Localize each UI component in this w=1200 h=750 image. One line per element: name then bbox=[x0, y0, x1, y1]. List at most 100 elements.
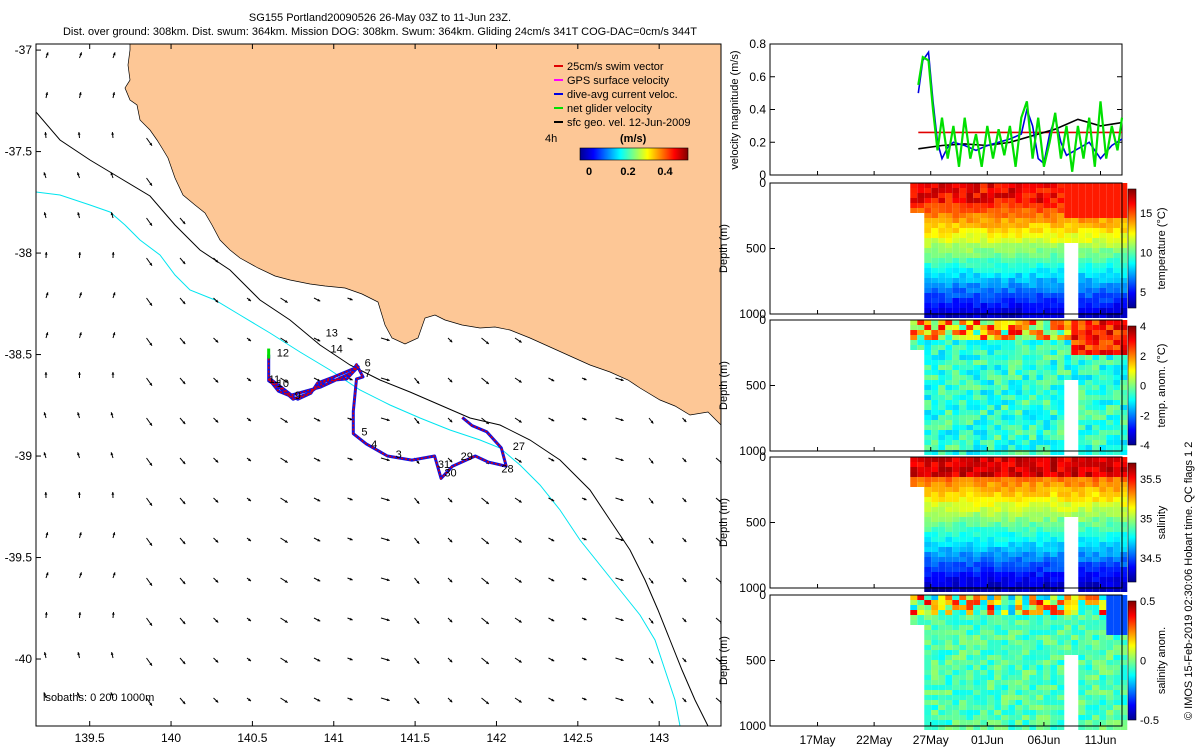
section-cell bbox=[973, 370, 981, 375]
section-cell bbox=[1029, 595, 1037, 600]
section-cell bbox=[966, 670, 974, 675]
velocity-arrow-head bbox=[583, 457, 587, 461]
section-cell bbox=[1001, 690, 1009, 695]
section-cell bbox=[1057, 390, 1065, 395]
section-cell bbox=[1043, 725, 1051, 730]
section-cell bbox=[1050, 350, 1058, 355]
velocity-arrow-head bbox=[317, 698, 321, 702]
section-cell bbox=[924, 557, 932, 562]
section-cell bbox=[1008, 228, 1016, 233]
section-cell bbox=[980, 298, 988, 303]
section-cell bbox=[1085, 420, 1093, 425]
section-cell bbox=[1036, 218, 1044, 223]
section-cell bbox=[1099, 218, 1107, 223]
velocity-arrow-head bbox=[79, 52, 82, 56]
section-cell bbox=[1050, 582, 1058, 587]
section-cell bbox=[1106, 355, 1114, 360]
section-cell bbox=[1106, 258, 1114, 263]
section-cell bbox=[938, 313, 946, 318]
section-cell bbox=[1099, 340, 1107, 345]
section-cell bbox=[1050, 577, 1058, 582]
section-cell bbox=[959, 680, 967, 685]
section-cell bbox=[1029, 325, 1037, 330]
section-cell bbox=[1092, 477, 1100, 482]
section-cell bbox=[1057, 370, 1065, 375]
section-cell bbox=[1092, 725, 1100, 730]
section-cell bbox=[1015, 360, 1023, 365]
section-cell bbox=[1120, 370, 1128, 375]
section-cell bbox=[987, 700, 995, 705]
section-cell bbox=[973, 238, 981, 243]
section-cell bbox=[1078, 385, 1086, 390]
section-cell bbox=[1029, 420, 1037, 425]
section-cell bbox=[1043, 188, 1051, 193]
section-cell bbox=[1057, 670, 1065, 675]
section-cell bbox=[1106, 477, 1114, 482]
section-cell bbox=[924, 502, 932, 507]
section-cell bbox=[1001, 462, 1009, 467]
x-tick-label: 141.5 bbox=[400, 731, 430, 745]
section-cell bbox=[1113, 532, 1121, 537]
section-cell bbox=[1106, 462, 1114, 467]
section-cell bbox=[973, 385, 981, 390]
section-cell bbox=[924, 620, 932, 625]
section-cell bbox=[1036, 542, 1044, 547]
velocity-arrow-head bbox=[449, 499, 453, 503]
section-cell bbox=[959, 650, 967, 655]
velocity-arrow-head bbox=[45, 92, 49, 96]
section-cell bbox=[945, 595, 953, 600]
section-cell bbox=[1099, 355, 1107, 360]
section-cell bbox=[973, 278, 981, 283]
velocity-arrow-head bbox=[182, 421, 186, 425]
section-cell bbox=[1057, 492, 1065, 497]
section-cell bbox=[1113, 415, 1121, 420]
section-cell bbox=[1099, 303, 1107, 308]
section-cell bbox=[1043, 610, 1051, 615]
section-cell bbox=[966, 472, 974, 477]
section-cell bbox=[1064, 482, 1072, 487]
section-cell bbox=[1029, 278, 1037, 283]
section-cell bbox=[931, 435, 939, 440]
section-cell bbox=[987, 188, 995, 193]
section-cell bbox=[987, 710, 995, 715]
section-cell bbox=[959, 188, 967, 193]
section-cell bbox=[1043, 700, 1051, 705]
section-cell bbox=[994, 527, 1002, 532]
section-cell bbox=[1085, 400, 1093, 405]
section-cell bbox=[1113, 700, 1121, 705]
section-cell bbox=[1036, 595, 1044, 600]
section-cell bbox=[973, 725, 981, 730]
section-cell bbox=[980, 330, 988, 335]
section-cell bbox=[952, 390, 960, 395]
section-cell bbox=[1085, 725, 1093, 730]
map-legend: 25cm/s swim vector GPS surface velocity … bbox=[545, 61, 691, 178]
section-cell bbox=[931, 218, 939, 223]
section-cell bbox=[1050, 320, 1058, 325]
section-cell bbox=[1001, 213, 1009, 218]
section-cell bbox=[924, 273, 932, 278]
section-cell bbox=[1120, 582, 1128, 587]
section-cell bbox=[1043, 577, 1051, 582]
section-cell bbox=[1078, 188, 1086, 193]
section-cell bbox=[1029, 430, 1037, 435]
section-cell bbox=[980, 223, 988, 228]
section-cell bbox=[1015, 435, 1023, 440]
section-cell bbox=[1120, 577, 1128, 582]
section-cell bbox=[1043, 278, 1051, 283]
section-cell bbox=[1043, 273, 1051, 278]
section-cell bbox=[994, 375, 1002, 380]
x-tick-label: 143 bbox=[649, 731, 669, 745]
section-cell bbox=[1106, 512, 1114, 517]
section-cell bbox=[1120, 198, 1128, 203]
section-cell bbox=[987, 675, 995, 680]
section-cell bbox=[1036, 507, 1044, 512]
section-cell bbox=[1043, 238, 1051, 243]
section-cell bbox=[1008, 208, 1016, 213]
section-cell bbox=[1078, 472, 1086, 477]
section-cell bbox=[994, 183, 1002, 188]
section-cell bbox=[1064, 208, 1072, 213]
legend-label-net: net glider velocity bbox=[567, 103, 652, 115]
section-cell bbox=[1043, 680, 1051, 685]
section-cell bbox=[1106, 497, 1114, 502]
velocity-arrow-head bbox=[149, 302, 153, 306]
